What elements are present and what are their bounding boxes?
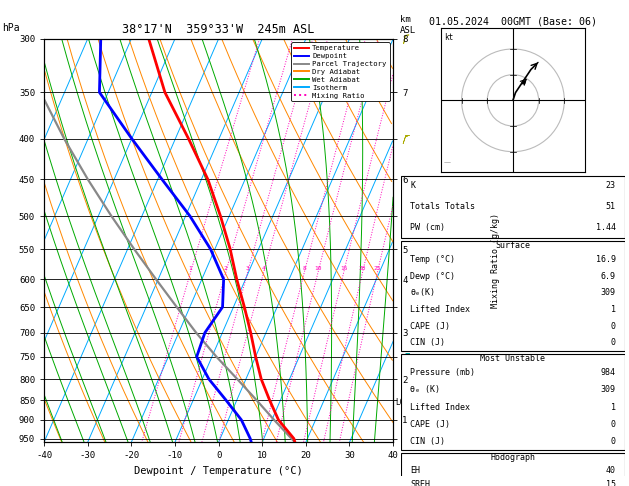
Title: 38°17'N  359°33'W  245m ASL: 38°17'N 359°33'W 245m ASL [123,23,314,36]
X-axis label: Dewpoint / Temperature (°C): Dewpoint / Temperature (°C) [134,466,303,476]
Text: Totals Totals: Totals Totals [410,202,476,211]
Text: 6.9: 6.9 [601,272,616,280]
Text: 0: 0 [611,437,616,446]
Bar [401,175,625,238]
Text: θₑ(K): θₑ(K) [410,288,435,297]
Text: CIN (J): CIN (J) [410,437,445,446]
Text: 0: 0 [611,338,616,347]
Text: km
ASL: km ASL [400,16,416,35]
Text: EH: EH [410,466,420,475]
Legend: Temperature, Dewpoint, Parcel Trajectory, Dry Adiabat, Wet Adiabat, Isotherm, Mi: Temperature, Dewpoint, Parcel Trajectory… [291,42,389,102]
Text: 16.9: 16.9 [596,255,616,264]
Bar [401,241,625,351]
Text: Dewp (°C): Dewp (°C) [410,272,455,280]
Text: K: K [410,181,415,191]
Text: 3: 3 [246,266,250,271]
Text: 984: 984 [601,368,616,377]
Text: 1: 1 [611,305,616,314]
Text: Lifted Index: Lifted Index [410,403,470,412]
Text: Temp (°C): Temp (°C) [410,255,455,264]
Text: PW (cm): PW (cm) [410,223,445,232]
Bar [401,354,625,451]
Text: 15: 15 [340,266,347,271]
Text: 1.44: 1.44 [596,223,616,232]
Text: 51: 51 [606,202,616,211]
Text: CAPE (J): CAPE (J) [410,420,450,429]
Text: CIN (J): CIN (J) [410,338,445,347]
Text: 1: 1 [189,266,192,271]
Text: 15: 15 [606,480,616,486]
Text: Mixing Ratio (g/kg): Mixing Ratio (g/kg) [491,213,500,308]
Text: 2: 2 [224,266,228,271]
Text: CAPE (J): CAPE (J) [410,322,450,331]
Text: Hodograph: Hodograph [491,453,535,462]
Text: 4: 4 [262,266,265,271]
Text: Most Unstable: Most Unstable [481,354,545,364]
Text: 40: 40 [606,466,616,475]
Text: 309: 309 [601,385,616,395]
Text: 20: 20 [359,266,366,271]
Text: 23: 23 [606,181,616,191]
Text: 25: 25 [374,266,381,271]
Text: hPa: hPa [2,23,19,33]
Text: LCL: LCL [395,399,409,407]
Bar [401,453,625,486]
Text: Surface: Surface [496,241,530,250]
Text: 01.05.2024  00GMT (Base: 06): 01.05.2024 00GMT (Base: 06) [429,17,597,27]
Text: 1: 1 [611,403,616,412]
Text: θₑ (K): θₑ (K) [410,385,440,395]
Text: 8: 8 [303,266,306,271]
Text: 10: 10 [314,266,321,271]
Text: 0: 0 [611,322,616,331]
Text: Pressure (mb): Pressure (mb) [410,368,476,377]
Text: 309: 309 [601,288,616,297]
Text: SREH: SREH [410,480,430,486]
Text: Lifted Index: Lifted Index [410,305,470,314]
Text: 0: 0 [611,420,616,429]
